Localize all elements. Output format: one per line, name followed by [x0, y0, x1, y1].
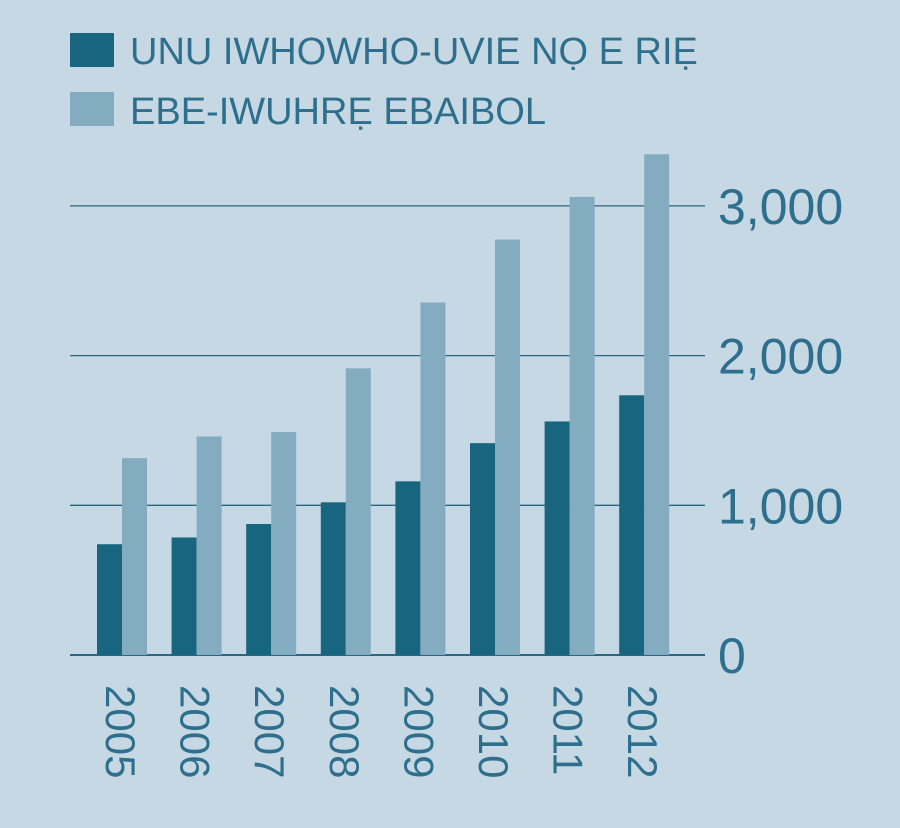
legend: UNU IWHOWHO-UVIE NỌ E RIẸ EBE-IWUHRẸ EBA… — [70, 31, 698, 133]
x-axis-ticks: 2005 2006 2007 2008 2009 2010 2011 2012 — [97, 685, 666, 778]
bar-light — [122, 458, 147, 655]
x-tick-label: 2007 — [246, 685, 293, 778]
bar-light — [495, 239, 520, 655]
x-tick-label: 2006 — [172, 685, 219, 778]
bar-light — [271, 431, 297, 655]
legend-swatch-dark — [70, 33, 114, 67]
x-tick-label: 2011 — [545, 685, 592, 775]
bar-dark — [470, 443, 495, 655]
gridlines — [70, 205, 705, 656]
bar-light — [569, 196, 595, 655]
x-tick-label: 2010 — [470, 685, 517, 778]
bar-dark — [171, 537, 197, 655]
bar-light — [196, 436, 222, 655]
bar-dark — [246, 524, 272, 655]
bar-light — [345, 368, 371, 655]
bars — [97, 154, 670, 656]
legend-label-dark: UNU IWHOWHO-UVIE NỌ E RIẸ — [130, 31, 698, 73]
bar-light — [644, 154, 670, 656]
bar-dark — [97, 544, 122, 655]
bar-dark — [544, 421, 570, 655]
bar-dark — [395, 481, 421, 655]
x-tick-label: 2005 — [97, 685, 144, 778]
x-tick-label: 2008 — [321, 685, 368, 778]
y-axis-ticks: 0 1,000 2,000 3,000 — [718, 179, 843, 684]
x-tick-label: 2009 — [395, 685, 442, 778]
bar-light — [420, 302, 446, 655]
legend-swatch-light — [70, 92, 114, 126]
bar-dark — [619, 395, 645, 655]
y-tick-label: 2,000 — [718, 329, 843, 385]
y-tick-label: 3,000 — [718, 179, 843, 235]
x-tick-label: 2012 — [619, 685, 666, 778]
y-tick-label: 1,000 — [718, 478, 843, 534]
legend-label-light: EBE-IWUHRẸ EBAIBOL — [130, 91, 546, 133]
y-tick-label: 0 — [718, 628, 746, 684]
bar-dark — [320, 502, 346, 655]
